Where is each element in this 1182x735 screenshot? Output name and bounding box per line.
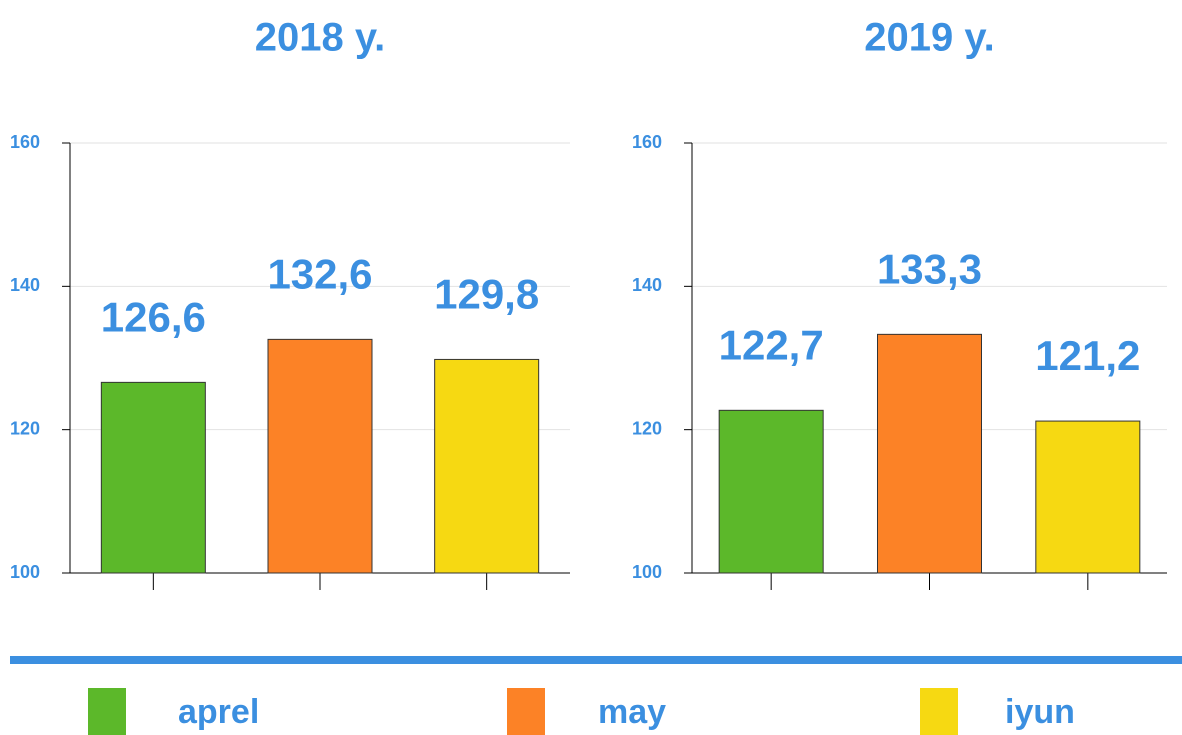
bar bbox=[718, 409, 824, 574]
value-label: 121,2 bbox=[1035, 332, 1140, 379]
value-label: 129,8 bbox=[434, 271, 539, 318]
legend-swatch bbox=[507, 688, 545, 735]
y-tick-label: 140 bbox=[632, 275, 662, 295]
bar bbox=[267, 338, 373, 574]
y-tick-label: 120 bbox=[632, 418, 662, 438]
divider bbox=[10, 656, 1182, 664]
bar bbox=[1035, 420, 1141, 574]
legend-label: may bbox=[598, 693, 666, 731]
value-label: 132,6 bbox=[267, 250, 372, 297]
y-tick-label: 160 bbox=[10, 132, 40, 152]
value-label: 133,3 bbox=[877, 245, 982, 292]
y-tick-label: 160 bbox=[632, 132, 662, 152]
legend-swatch bbox=[920, 688, 958, 735]
y-tick-label: 140 bbox=[10, 275, 40, 295]
value-label: 122,7 bbox=[719, 321, 824, 368]
legend-label: iyun bbox=[1005, 693, 1075, 731]
bar bbox=[877, 333, 982, 574]
y-tick-label: 120 bbox=[10, 418, 40, 438]
chart-title: 2018 y. bbox=[255, 16, 386, 60]
legend-label: aprel bbox=[178, 693, 259, 731]
y-tick-label: 100 bbox=[10, 562, 40, 582]
bar bbox=[434, 358, 540, 574]
value-label: 126,6 bbox=[101, 293, 206, 340]
bar bbox=[100, 381, 206, 574]
chart-title: 2019 y. bbox=[864, 16, 995, 60]
y-tick-label: 100 bbox=[632, 562, 662, 582]
legend-swatch bbox=[88, 688, 126, 735]
